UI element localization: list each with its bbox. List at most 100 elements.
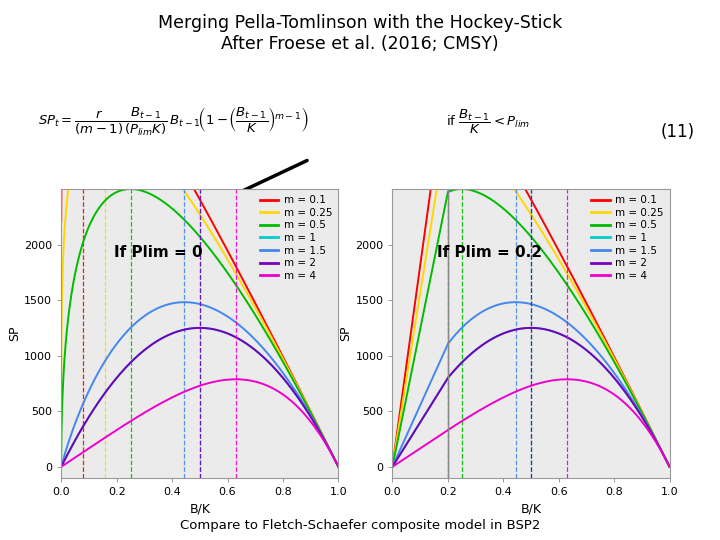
m = 1.5 [326, 448, 335, 455]
m = 2 [275, 370, 284, 377]
m = 0.5 [192, 229, 200, 235]
m = 0.5 [657, 448, 666, 454]
m = 1 [516, 326, 524, 332]
m = 0.1 [388, 463, 397, 470]
m = 0.25 [101, 113, 109, 120]
m = 1 [71, 437, 80, 443]
X-axis label: B/K: B/K [189, 503, 210, 516]
m = 1 [195, 325, 204, 331]
Line: m = 2: m = 2 [392, 328, 670, 467]
m = 0.5 [665, 463, 674, 470]
Line: m = 0.25: m = 0.25 [61, 117, 338, 467]
m = 2 [516, 326, 524, 332]
m = 1.5 [57, 463, 66, 470]
m = 1 [606, 370, 615, 377]
m = 1 [657, 448, 666, 454]
m = 0.5 [326, 448, 335, 454]
m = 0.25 [388, 463, 397, 470]
Text: $SP_t = \dfrac{r}{(m-1)} \dfrac{B_{t-1}}{(P_{lim}K)}\, B_{t-1}\!\left(1-\!\left(: $SP_t = \dfrac{r}{(m-1)} \dfrac{B_{t-1}}… [38, 105, 310, 138]
m = 0.25 [657, 448, 666, 454]
m = 1 [388, 463, 397, 470]
m = 4 [657, 448, 666, 455]
Line: m = 0.5: m = 0.5 [61, 189, 338, 467]
m = 0.1 [516, 177, 524, 183]
m = 4 [326, 448, 335, 455]
m = 1.5 [275, 365, 284, 372]
m = 1.5 [388, 463, 397, 470]
m = 0.1 [665, 463, 674, 470]
m = 2 [665, 463, 674, 470]
m = 1 [526, 325, 535, 331]
m = 4 [523, 384, 531, 390]
m = 1 [523, 325, 531, 331]
m = 4 [402, 454, 411, 461]
m = 1.5 [665, 463, 674, 470]
m = 1.5 [184, 299, 193, 306]
m = 1 [184, 326, 193, 332]
m = 4 [192, 384, 200, 390]
m = 2 [523, 325, 531, 331]
m = 2 [402, 441, 411, 447]
Line: m = 1: m = 1 [392, 328, 670, 467]
m = 0.25 [334, 463, 343, 470]
m = 1.5 [606, 365, 615, 372]
Line: m = 0.25: m = 0.25 [392, 119, 670, 467]
m = 0.5 [275, 353, 284, 359]
m = 1.5 [511, 299, 520, 306]
m = 2 [334, 463, 343, 470]
Text: if $\dfrac{B_{t-1}}{K} < P_{lim}$: if $\dfrac{B_{t-1}}{K} < P_{lim}$ [446, 107, 531, 136]
m = 4 [562, 376, 571, 382]
m = 1 [326, 448, 335, 455]
m = 4 [184, 387, 193, 393]
Line: m = 0.1: m = 0.1 [61, 37, 338, 467]
m = 0.5 [402, 393, 411, 400]
m = 0.5 [334, 463, 343, 470]
m = 1.5 [657, 448, 666, 455]
m = 4 [326, 449, 335, 455]
m = 2 [388, 463, 397, 470]
m = 4 [334, 463, 343, 470]
m = 0.1 [444, 62, 452, 68]
m = 2 [326, 448, 335, 454]
Text: Merging Pella-Tomlinson with the Hockey-Stick: Merging Pella-Tomlinson with the Hockey-… [158, 14, 562, 31]
X-axis label: B/K: B/K [521, 503, 541, 516]
m = 1 [665, 463, 674, 470]
m = 4 [275, 389, 284, 395]
m = 1 [192, 325, 200, 331]
m = 0.25 [326, 448, 335, 454]
m = 0.25 [657, 448, 666, 454]
Line: m = 0.1: m = 0.1 [392, 65, 670, 467]
m = 0.25 [606, 349, 615, 356]
Line: m = 1.5: m = 1.5 [61, 302, 338, 467]
m = 0.5 [184, 221, 193, 228]
Line: m = 4: m = 4 [61, 379, 338, 467]
m = 0.25 [275, 349, 284, 356]
m = 0.25 [192, 205, 200, 212]
m = 2 [195, 325, 204, 331]
m = 0.25 [523, 205, 531, 212]
m = 0.25 [326, 448, 335, 454]
m = 2 [657, 448, 666, 454]
Line: m = 2: m = 2 [61, 328, 338, 467]
m = 1.5 [71, 420, 80, 426]
m = 0.1 [326, 448, 335, 454]
m = 1.5 [523, 300, 531, 307]
m = 2 [71, 437, 80, 443]
m = 0.1 [402, 361, 411, 367]
Line: m = 4: m = 4 [392, 379, 670, 467]
Text: (11): (11) [661, 123, 695, 141]
m = 0.25 [444, 116, 452, 123]
m = 1 [326, 448, 335, 454]
m = 2 [606, 370, 615, 377]
Line: m = 0.5: m = 0.5 [392, 189, 670, 467]
m = 0.25 [184, 194, 193, 201]
m = 1.5 [334, 463, 343, 470]
m = 0.25 [402, 375, 411, 381]
m = 0.25 [71, 149, 80, 156]
m = 4 [606, 389, 615, 395]
Legend: m = 0.1, m = 0.25, m = 0.5, m = 1, m = 1.5, m = 2, m = 4: m = 0.1, m = 0.25, m = 0.5, m = 1, m = 1… [590, 194, 665, 282]
m = 0.1 [657, 448, 666, 454]
m = 0.1 [57, 218, 66, 224]
m = 1 [57, 463, 66, 470]
m = 0.5 [657, 448, 666, 454]
